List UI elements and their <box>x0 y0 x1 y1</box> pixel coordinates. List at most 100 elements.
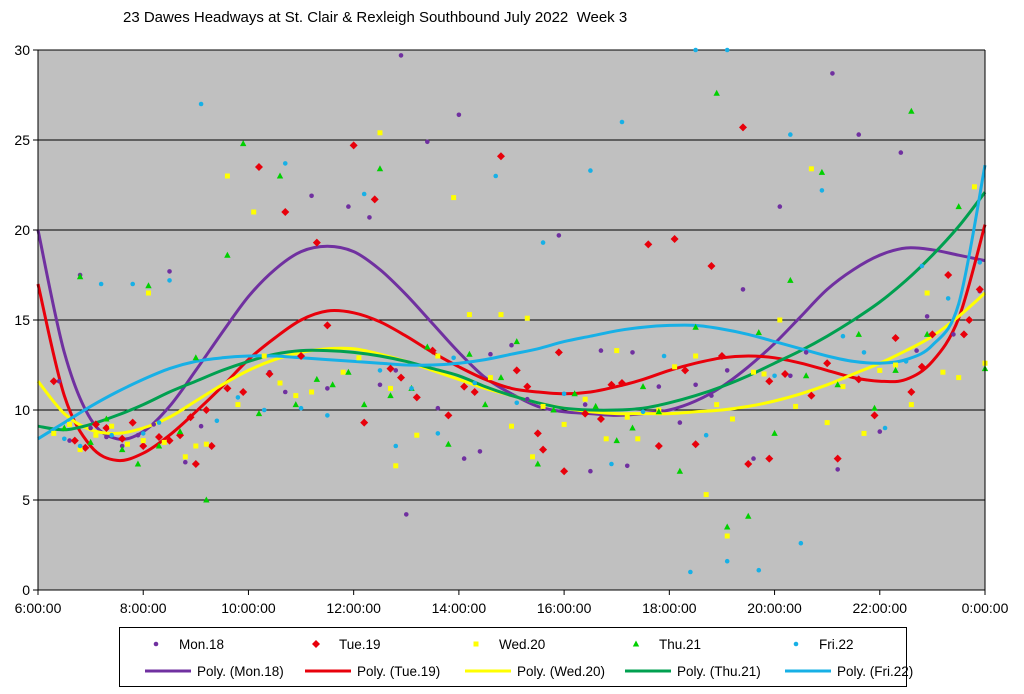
data-point <box>77 443 83 449</box>
data-point <box>588 468 593 474</box>
legend-item-thu-21: Thu.21 <box>625 634 701 654</box>
data-point <box>654 442 663 450</box>
data-point <box>346 204 351 209</box>
data-point <box>191 460 200 468</box>
data-point <box>802 372 810 379</box>
data-point <box>292 401 299 408</box>
data-point <box>451 355 456 361</box>
data-point <box>965 316 974 324</box>
data-point <box>870 411 879 420</box>
data-point <box>325 413 330 418</box>
data-point <box>956 375 962 381</box>
data-point <box>409 386 414 391</box>
data-point <box>861 430 867 436</box>
series-wed-20 <box>51 130 988 539</box>
data-point <box>919 263 925 269</box>
data-point <box>556 233 562 238</box>
data-point <box>414 432 420 438</box>
data-point <box>781 370 790 378</box>
data-point <box>550 406 557 413</box>
data-point <box>693 47 698 53</box>
data-point <box>377 130 383 136</box>
data-point <box>167 278 172 283</box>
data-point <box>871 404 878 411</box>
data-point <box>255 410 263 417</box>
data-point <box>777 204 783 209</box>
data-point <box>202 406 211 414</box>
data-point <box>104 434 109 440</box>
data-point <box>412 393 421 402</box>
data-point <box>524 315 530 321</box>
data-point <box>161 439 167 445</box>
legend-swatch <box>785 669 831 673</box>
data-point <box>598 348 604 353</box>
data-point <box>724 523 731 530</box>
data-point <box>554 348 563 357</box>
y-tick-label: 30 <box>14 42 30 58</box>
data-point <box>509 423 514 429</box>
data-point <box>740 287 746 292</box>
data-point <box>603 436 609 442</box>
data-point <box>387 392 394 399</box>
data-point <box>661 353 667 359</box>
data-point <box>481 401 489 408</box>
data-point <box>56 378 62 384</box>
data-point <box>629 424 636 431</box>
legend-item-trend-tue-19: Poly. (Tue.19) <box>303 661 440 681</box>
data-point <box>109 432 114 438</box>
data-point <box>670 235 679 243</box>
data-point <box>798 540 804 546</box>
chart-title: 23 Dawes Headways at St. Clair & Rexleig… <box>123 9 628 26</box>
data-point <box>487 375 493 381</box>
data-point <box>691 440 700 449</box>
legend-item-trend-thu-21: Poly. (Thu.21) <box>623 661 761 681</box>
legend-marker <box>793 641 799 647</box>
data-point <box>61 424 68 431</box>
data-point <box>386 364 395 373</box>
data-point <box>607 380 616 389</box>
data-point <box>530 454 536 460</box>
data-point <box>609 461 614 467</box>
data-point <box>472 380 477 386</box>
data-point <box>377 368 383 373</box>
data-point <box>765 377 774 386</box>
data-point <box>67 421 73 427</box>
legend-label: Mon.18 <box>179 636 225 652</box>
data-point <box>393 368 399 373</box>
data-point <box>435 405 441 411</box>
data-point <box>928 330 937 339</box>
data-point <box>855 330 862 337</box>
data-point <box>854 375 863 384</box>
series-thu-21 <box>61 89 989 530</box>
data-point <box>203 496 210 503</box>
data-point <box>309 193 314 199</box>
data-point <box>192 354 200 361</box>
legend-item-fri-22: Fri.22 <box>785 634 854 654</box>
data-point <box>755 329 762 336</box>
data-point <box>808 166 814 172</box>
data-point <box>514 400 520 406</box>
data-point <box>877 429 883 434</box>
data-point <box>377 382 383 388</box>
data-point <box>861 350 867 355</box>
data-point <box>561 421 567 427</box>
data-point <box>176 428 184 435</box>
data-point <box>713 89 720 96</box>
data-point <box>534 460 542 467</box>
data-point <box>908 402 914 408</box>
data-point <box>254 163 263 171</box>
data-point <box>435 431 441 436</box>
series-fri-22 <box>62 47 983 575</box>
data-point <box>877 367 883 373</box>
data-point <box>707 262 716 270</box>
data-point <box>466 350 473 357</box>
data-point <box>635 436 641 442</box>
data-point <box>703 432 709 438</box>
data-point <box>198 423 204 429</box>
data-point <box>714 402 720 408</box>
data-point <box>261 353 267 359</box>
data-point <box>445 440 452 447</box>
data-point <box>940 369 946 375</box>
data-point <box>540 403 546 409</box>
legend-label: Poly. (Tue.19) <box>357 663 441 679</box>
